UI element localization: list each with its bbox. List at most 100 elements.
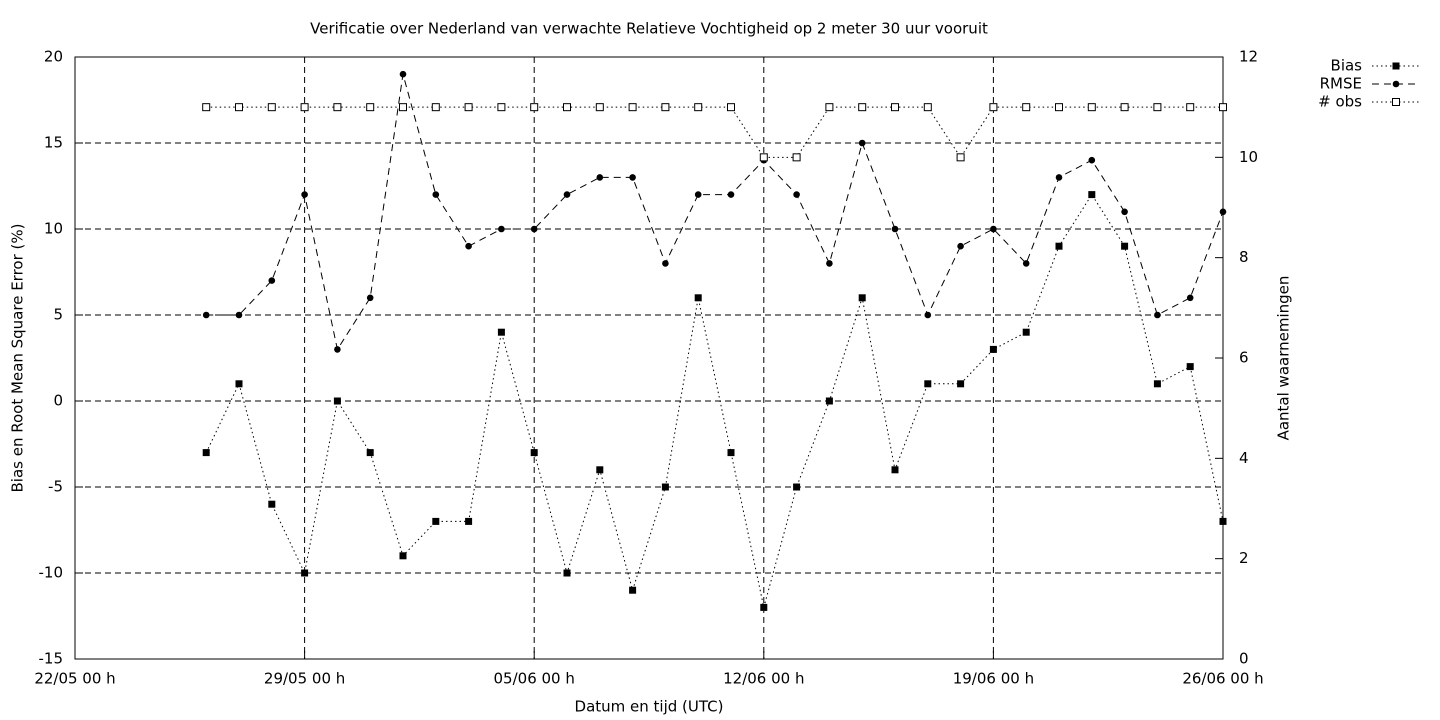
point: [301, 569, 309, 577]
point: [1153, 103, 1162, 112]
y-tick-label: 5: [53, 306, 63, 324]
point: [1186, 103, 1195, 112]
point: [990, 225, 997, 233]
point: [1121, 208, 1128, 216]
point: [235, 380, 243, 388]
point: [595, 103, 604, 112]
point: [825, 103, 834, 112]
point: [793, 483, 801, 491]
point: [629, 586, 637, 594]
point: [957, 242, 964, 250]
y2-tick-label: 0: [1239, 650, 1249, 668]
point: [267, 103, 276, 112]
point: [1154, 311, 1161, 319]
point: [989, 103, 998, 112]
point: [1055, 174, 1063, 181]
y2-axis-label: Aantal waarnemingen: [1275, 276, 1293, 441]
point: [464, 103, 473, 112]
y2-tick-label: 8: [1239, 248, 1249, 266]
point: [235, 311, 243, 319]
y-axis-label: Bias en Root Mean Square Error (%): [9, 224, 27, 493]
point: [694, 191, 702, 198]
point: [1088, 191, 1096, 199]
x-tick-label: 22/05 00 h: [34, 670, 115, 688]
point: [563, 103, 571, 112]
y-tick-label: -5: [48, 478, 63, 496]
legend-marker: [1392, 62, 1400, 70]
series-line: [205, 193, 1224, 608]
point: [1022, 103, 1031, 112]
y-tick-label: 0: [53, 392, 63, 410]
point: [1120, 103, 1129, 112]
point: [202, 311, 210, 319]
point: [1022, 328, 1030, 336]
point: [432, 191, 440, 198]
point: [399, 103, 407, 112]
legend-label: RMSE: [1320, 75, 1362, 93]
point: [399, 552, 407, 560]
point: [694, 103, 703, 112]
point: [760, 603, 768, 611]
point: [530, 103, 539, 112]
point: [858, 139, 866, 147]
y2-tick-label: 4: [1239, 449, 1249, 467]
chart-title: Verificatie over Nederland van verwachte…: [310, 20, 988, 38]
point: [858, 294, 866, 302]
point: [399, 70, 407, 78]
point: [957, 380, 965, 388]
point: [891, 466, 899, 474]
point: [727, 103, 735, 112]
point: [268, 277, 276, 284]
point: [924, 311, 932, 319]
y-tick-label: 20: [44, 48, 63, 66]
point: [727, 191, 735, 198]
y-tick-label: 10: [44, 220, 63, 238]
point: [662, 260, 669, 267]
y-tick-label: 15: [44, 134, 63, 152]
point: [596, 466, 604, 474]
point: [497, 103, 506, 112]
point: [793, 191, 800, 198]
point: [465, 517, 473, 525]
point: [956, 153, 965, 162]
x-tick-label: 29/05 00 h: [264, 670, 345, 688]
point: [792, 153, 801, 162]
point: [1121, 242, 1129, 250]
point: [202, 103, 211, 112]
point: [202, 449, 210, 457]
y2-tick-label: 12: [1239, 48, 1258, 66]
point: [891, 225, 899, 233]
point: [301, 191, 308, 198]
y-tick-label: -15: [39, 650, 64, 668]
point: [661, 483, 669, 491]
point: [1022, 260, 1030, 267]
x-tick-label: 05/06 00 h: [494, 670, 575, 688]
point: [661, 103, 670, 112]
point: [432, 517, 440, 525]
point: [530, 225, 538, 233]
point: [826, 260, 833, 267]
point: [1153, 380, 1161, 388]
point: [563, 569, 571, 577]
legend-label: Bias: [1331, 57, 1363, 75]
y2-tick-label: 2: [1239, 549, 1249, 567]
point: [1186, 363, 1194, 371]
point: [727, 449, 735, 457]
y2-tick-label: 6: [1239, 349, 1249, 367]
series-line: [206, 106, 1223, 159]
y-tick-label: -10: [39, 564, 64, 582]
point: [629, 174, 636, 181]
x-axis-label: Datum en tijd (UTC): [575, 698, 724, 716]
point: [628, 103, 637, 112]
x-tick-label: 19/06 00 h: [953, 670, 1034, 688]
point: [465, 242, 472, 250]
point: [334, 346, 341, 353]
point: [596, 174, 604, 181]
point: [989, 345, 997, 353]
point: [497, 328, 505, 336]
point: [1219, 208, 1227, 216]
point: [825, 397, 833, 405]
point: [1055, 242, 1063, 250]
point: [891, 103, 899, 112]
